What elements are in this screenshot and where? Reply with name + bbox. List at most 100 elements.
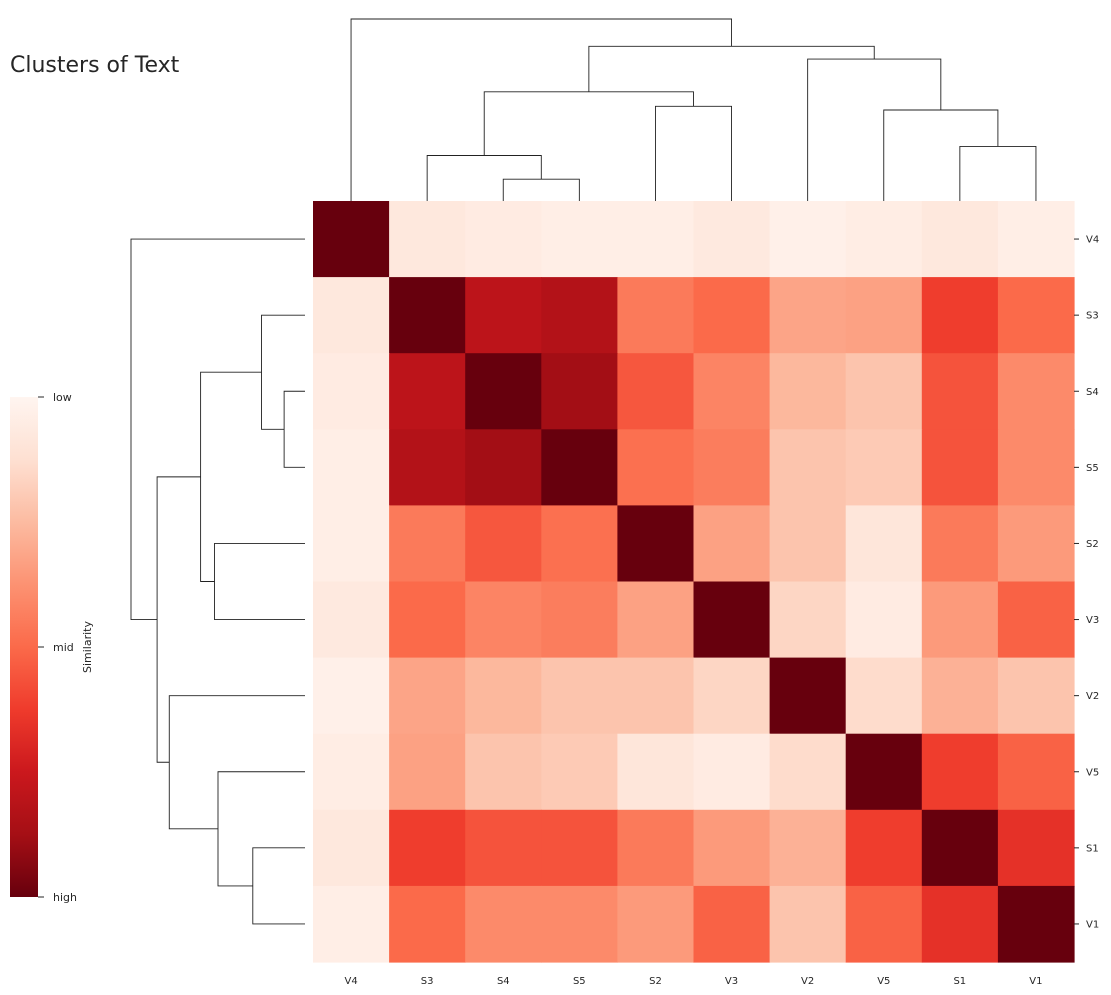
row-dendrogram [130,238,305,925]
heatmap-cell-V1-V3 [693,885,771,963]
heatmap-cell-V5-S3 [389,733,466,811]
heatmap-cell-S4-V3 [693,353,771,430]
row-dendrogram-link [200,371,262,582]
heatmap-cell-V3-V2 [769,581,847,659]
heatmap-cell-V5-S5 [541,733,618,811]
heatmap-cell-V1-S3 [389,885,466,963]
heatmap-cell-S5-S4 [465,429,542,506]
heatmap-cell-S5-S3 [389,429,466,506]
heatmap-cell-V5-V2 [769,733,847,811]
x-tick-label: V5 [877,976,890,987]
x-tick-label: S5 [573,976,586,987]
heatmap-cell-S4-V5 [845,353,923,430]
column-dendrogram-link [959,145,1037,201]
heatmap-cell-S3-V3 [693,277,771,354]
colorbar-tick-low: low [53,391,72,404]
heatmap-cell-V2-S4 [465,657,542,735]
heatmap-cell-V2-V5 [845,657,923,735]
y-tick-label: V4 [1086,235,1099,246]
heatmap-cell-V4-S4 [465,201,542,278]
heatmap-cell-V5-S4 [465,733,542,811]
heatmap-cell-S2-V5 [845,505,923,583]
heatmap-cell-S1-S1 [921,809,999,887]
heatmap-cell-S4-V4 [313,353,390,430]
heatmap-cell-S1-S3 [389,809,466,887]
heatmap-cell-V3-V1 [997,581,1075,659]
heatmap-cell-S5-V5 [845,429,923,506]
heatmap-cell-S5-S5 [541,429,618,506]
row-dendrogram-link [168,695,305,830]
heatmap-cell-V1-V4 [313,885,390,963]
x-tick-label: V3 [725,976,738,987]
row-dendrogram-link [214,543,305,620]
heatmap-cell-S4-V2 [769,353,847,430]
heatmap-cell-S3-S3 [389,277,466,354]
heatmap-cell-V5-V4 [313,733,390,811]
heatmap-cell-S2-V1 [997,505,1075,583]
y-tick-label: S1 [1086,843,1099,854]
colorbar-gradient [10,397,38,897]
heatmap-cell-V5-V3 [693,733,771,811]
heatmap-cell-V4-S3 [389,201,466,278]
row-dendrogram-link [261,314,305,430]
y-tick-label: S5 [1086,463,1099,474]
heatmap-cell-S5-S2 [617,429,695,506]
heatmap-cell-V1-V5 [845,885,923,963]
heatmap-cell-V4-V2 [769,201,847,278]
column-dendrogram-link [426,155,542,201]
x-tick-label: V2 [801,976,814,987]
heatmap-cell-S1-S5 [541,809,618,887]
heatmap-cell-V3-V5 [845,581,923,659]
column-dendrogram-link [655,105,732,201]
heatmap-cell-V4-V5 [845,201,923,278]
heatmap-cell-S4-S4 [465,353,542,430]
heatmap [313,201,1075,963]
heatmap-cell-V2-S2 [617,657,695,735]
column-dendrogram-link [807,58,942,201]
heatmap-cell-V4-S5 [541,201,618,278]
heatmap-cell-S3-V4 [313,277,390,354]
heatmap-cell-S2-V2 [769,505,847,583]
y-tick-label: S4 [1086,387,1099,398]
y-tick-label: S3 [1086,311,1099,322]
heatmap-cell-S4-S3 [389,353,466,430]
y-tick-label: V1 [1086,919,1099,930]
heatmap-cell-S3-S4 [465,277,542,354]
heatmap-cell-V2-V2 [769,657,847,735]
colorbar-tick-mid: mid [53,641,74,654]
column-dendrogram-link [483,91,694,156]
heatmap-cell-V5-V5 [845,733,923,811]
heatmap-cell-V4-V3 [693,201,771,278]
heatmap-cell-V4-V4 [313,201,390,278]
colorbar: low mid high Similarity [10,391,94,904]
heatmap-cell-V3-S4 [465,581,542,659]
heatmap-cell-S5-S1 [921,429,999,506]
heatmap-cell-S1-S2 [617,809,695,887]
heatmap-cell-S3-V1 [997,277,1075,354]
heatmap-cell-S1-V3 [693,809,771,887]
heatmap-cell-S3-V5 [845,277,923,354]
x-tick-label: V1 [1029,976,1042,987]
colorbar-tick-high: high [53,891,77,904]
heatmap-cell-S1-V1 [997,809,1075,887]
heatmap-cell-S4-S2 [617,353,695,430]
column-dendrogram-link [588,45,875,92]
heatmap-cell-V3-S2 [617,581,695,659]
heatmap-cell-S4-V1 [997,353,1075,430]
x-tick-label: S2 [649,976,662,987]
x-tick-label: V4 [344,976,357,987]
row-dendrogram-link [283,390,305,468]
heatmap-cell-S2-S1 [921,505,999,583]
heatmap-cell-V2-V3 [693,657,771,735]
heatmap-cell-V2-S5 [541,657,618,735]
heatmap-cell-V5-S2 [617,733,695,811]
heatmap-cell-V1-S4 [465,885,542,963]
x-tick-labels: V4 S3 S4 S5 S2 V3 V2 V5 S1 V1 [344,976,1042,987]
column-dendrogram [350,18,1037,201]
heatmap-cell-V5-S1 [921,733,999,811]
heatmap-cell-S2-S2 [617,505,695,583]
heatmap-cell-V1-S5 [541,885,618,963]
heatmap-cell-S5-V1 [997,429,1075,506]
y-tick-label: V2 [1086,691,1099,702]
colorbar-label: Similarity [81,621,94,673]
